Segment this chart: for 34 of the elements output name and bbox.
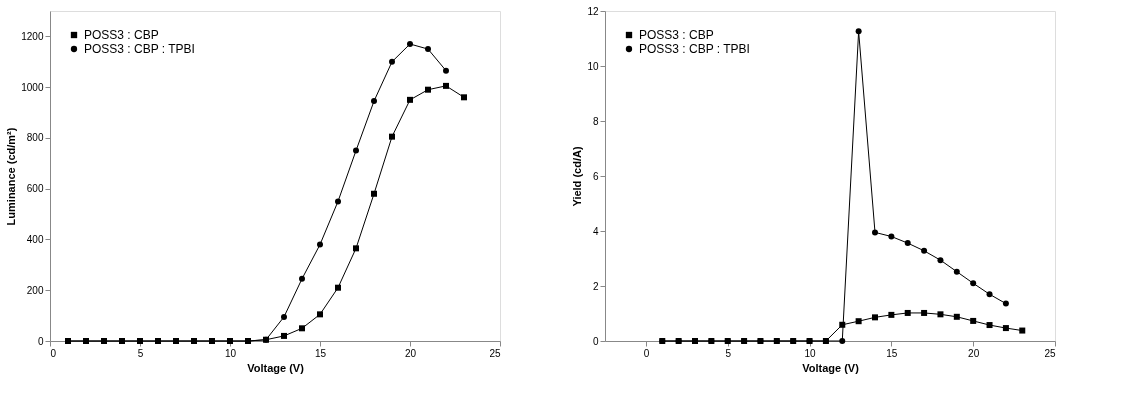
y-tick-label: 800: [26, 132, 44, 144]
y-tick-label: 10: [587, 60, 599, 72]
y-tick-label: 400: [26, 233, 44, 245]
x-tick-label: 20: [404, 347, 417, 359]
y-tick-label: 2: [592, 280, 599, 292]
y-tick-label: 200: [26, 284, 44, 296]
y-tick-label: 8: [592, 115, 599, 127]
legend-label: POSS3 : CBP : TPBI: [639, 42, 750, 56]
x-axis-title: Voltage (V): [247, 361, 305, 374]
legend-label: POSS3 : CBP: [84, 28, 159, 42]
y-tick-label: 1200: [21, 30, 44, 42]
x-tick-label: 15: [886, 347, 898, 359]
y-axis-title: Yield (cd/A): [571, 146, 584, 207]
x-tick-label: 25: [1044, 347, 1056, 359]
x-tick-label: 5: [137, 347, 144, 359]
x-tick-label: 0: [643, 347, 650, 359]
x-tick-label: 5: [725, 347, 732, 359]
legend-label: POSS3 : CBP: [639, 28, 714, 42]
x-tick-label: 20: [968, 347, 980, 359]
y-axis-title: Luminance (cd/m²): [5, 127, 18, 226]
x-tick-label: 0: [50, 347, 57, 359]
legend-label: POSS3 : CBP : TPBI: [84, 42, 195, 56]
y-tick-label: 12: [587, 5, 599, 17]
y-tick-label: 0: [592, 335, 599, 347]
x-tick-label: 15: [314, 347, 327, 359]
y-tick-label: 4: [592, 225, 599, 237]
x-tick-label: 10: [804, 347, 817, 359]
y-tick-label: 1000: [21, 81, 44, 93]
y-tick-label: 600: [26, 183, 44, 195]
y-tick-label: 6: [592, 170, 599, 182]
x-axis-title: Voltage (V): [802, 361, 860, 374]
x-tick-label: 25: [489, 347, 501, 359]
y-tick-label: 0: [37, 335, 44, 347]
x-tick-label: 10: [224, 347, 237, 359]
